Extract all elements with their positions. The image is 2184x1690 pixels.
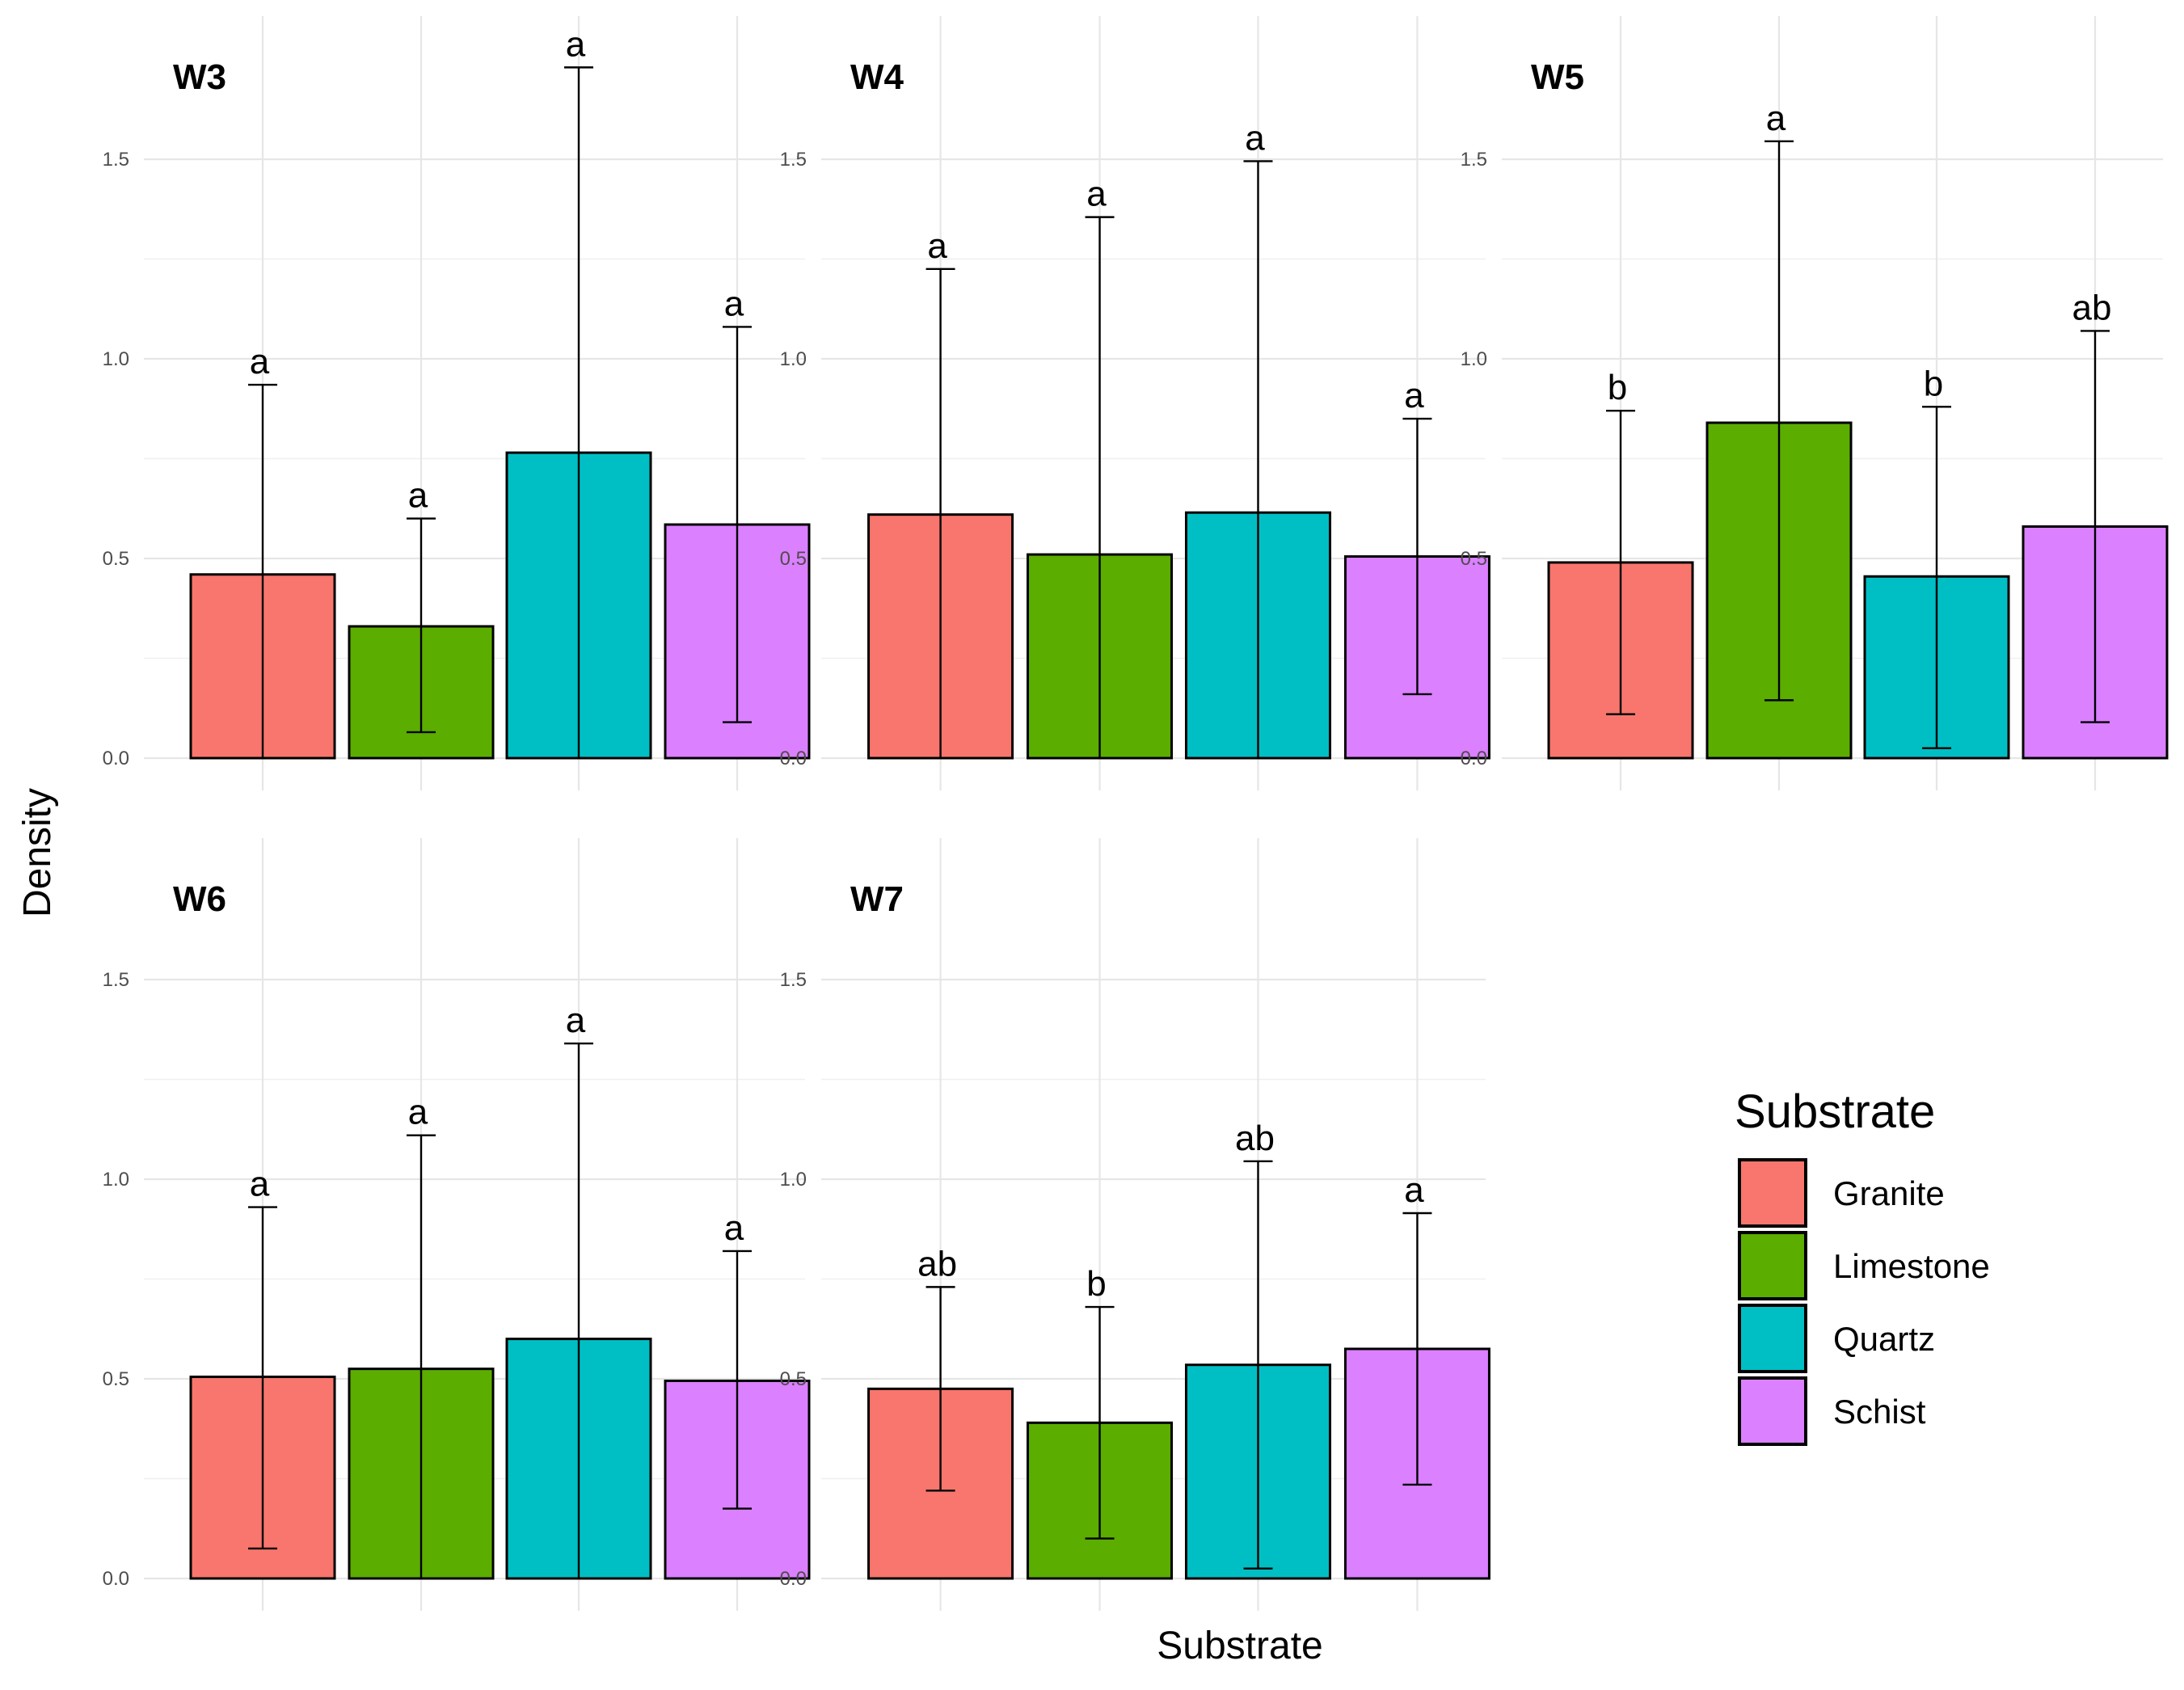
legend-key-granite	[1738, 1158, 1807, 1228]
legend-key-limestone	[1738, 1231, 1807, 1300]
panel-w7: 0.0 0.5 1.0 1.5 W7 ab b ab a	[780, 838, 1490, 1611]
y-tick-label: 1.5	[780, 149, 807, 171]
panel-title: W7	[850, 879, 904, 919]
significance-letter: a	[566, 1001, 586, 1040]
significance-letter: a	[408, 1093, 428, 1132]
significance-letter: ab	[1235, 1119, 1275, 1158]
legend: Substrate Granite Limestone Quartz Schist	[1735, 1085, 1990, 1446]
y-tick-label: 0.5	[780, 1368, 807, 1390]
legend-key-quartz	[1738, 1304, 1807, 1373]
y-tick-label: 0.5	[103, 1368, 129, 1390]
significance-letter: ab	[2072, 288, 2112, 327]
legend-label-schist: Schist	[1833, 1393, 1926, 1431]
y-tick-label: 1.0	[780, 348, 807, 370]
panel-w3: 0.0 0.5 1.0 1.5 W3 a a a a	[103, 16, 811, 790]
panels: 0.00.51.01.5W3aaaa0.00.51.01.5W4aaaa0.00…	[103, 16, 2169, 1611]
significance-letter: b	[1924, 364, 1943, 403]
y-tick-label: 1.0	[780, 1169, 807, 1191]
panel-title: W3	[173, 57, 226, 97]
legend-label-quartz: Quartz	[1833, 1320, 1935, 1358]
significance-letter: a	[408, 476, 428, 516]
legend-key-schist	[1738, 1376, 1807, 1446]
panel-title: W4	[850, 57, 904, 97]
y-tick-label: 0.0	[780, 1568, 807, 1590]
y-tick-label: 1.5	[103, 969, 129, 991]
y-tick-label: 1.0	[103, 348, 129, 370]
x-axis-title: Substrate	[1157, 1625, 1322, 1667]
significance-letter: ab	[917, 1244, 957, 1283]
significance-letter: a	[927, 226, 947, 266]
y-tick-label: 0.5	[1461, 548, 1487, 570]
y-tick-label: 0.0	[103, 748, 129, 769]
y-tick-label: 0.0	[780, 748, 807, 769]
significance-letter: a	[1245, 118, 1265, 158]
significance-letter: b	[1086, 1264, 1106, 1304]
significance-letter: a	[724, 284, 744, 323]
significance-letter: a	[566, 24, 586, 64]
legend-title: Substrate	[1735, 1085, 1935, 1138]
panel-w4: 0.0 0.5 1.0 1.5 W4 a a a a	[780, 16, 1490, 790]
y-tick-label: 1.5	[1461, 149, 1487, 171]
y-tick-label: 0.5	[103, 548, 129, 570]
legend-label-granite: Granite	[1833, 1174, 1945, 1212]
panel-title: W5	[1531, 57, 1584, 97]
significance-letter: a	[1766, 99, 1786, 138]
y-axis-title: Density	[16, 788, 59, 917]
y-tick-label: 1.0	[103, 1169, 129, 1191]
significance-letter: b	[1608, 368, 1627, 407]
panel-title: W6	[173, 879, 226, 919]
significance-letter: a	[250, 342, 270, 381]
significance-letter: a	[1404, 1170, 1424, 1210]
legend-label-limestone: Limestone	[1833, 1247, 1990, 1285]
y-tick-label: 1.5	[103, 149, 129, 171]
panel-w6: 0.0 0.5 1.0 1.5 W6 a a a a	[103, 838, 811, 1611]
significance-letter: a	[1404, 376, 1424, 415]
significance-letter: a	[1086, 175, 1107, 214]
y-tick-label: 0.0	[103, 1568, 129, 1590]
y-tick-label: 1.5	[780, 969, 807, 991]
significance-letter: a	[724, 1208, 744, 1248]
significance-letter: a	[250, 1165, 270, 1204]
y-tick-label: 1.0	[1461, 348, 1487, 370]
y-tick-label: 0.0	[1461, 748, 1487, 769]
y-tick-label: 0.5	[780, 548, 807, 570]
